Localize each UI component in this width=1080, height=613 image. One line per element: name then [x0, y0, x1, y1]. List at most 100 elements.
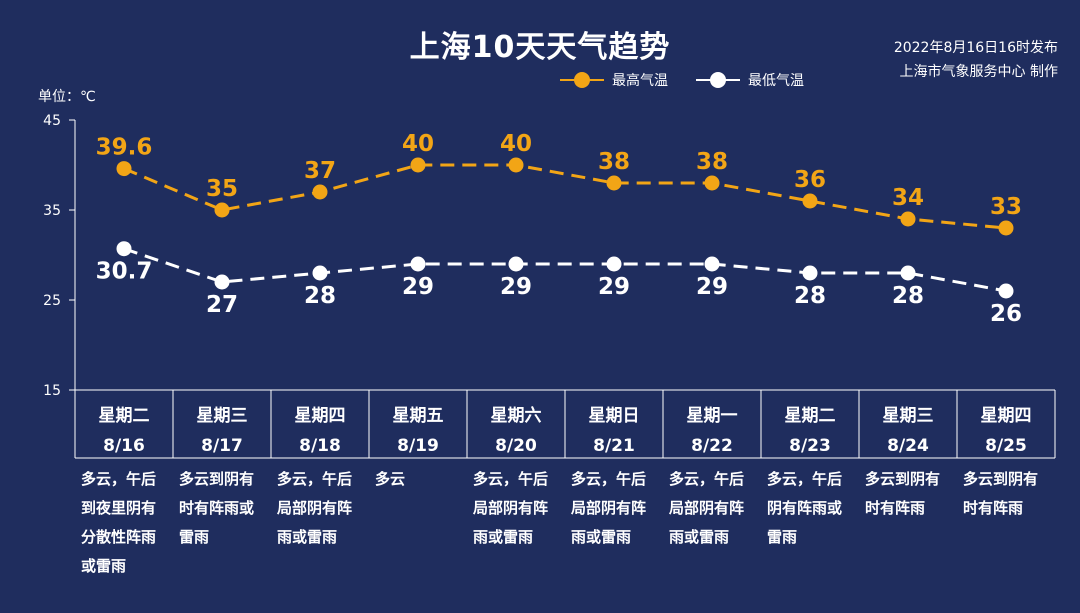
weather-description: 雷雨: [179, 528, 209, 546]
low-temp-data-label: 28: [892, 283, 924, 309]
high-temp-data-label: 39.6: [96, 135, 153, 161]
weekday-label: 星期二: [99, 406, 150, 426]
x-tick-label: 8/16: [103, 436, 145, 456]
y-tick-label: 35: [43, 203, 61, 219]
weekday-label: 星期四: [981, 406, 1032, 426]
publish-info: 2022年8月16日16时发布 上海市气象服务中心 制作: [894, 36, 1058, 84]
weekday-label: 星期四: [295, 406, 346, 426]
weather-description: 时有阵雨: [865, 499, 925, 517]
weather-description: 局部阴有阵: [472, 499, 548, 517]
high-temp-line: [123, 163, 1007, 230]
weather-description: 到夜里阴有: [81, 499, 156, 517]
unit-label: 单位：℃: [38, 89, 96, 105]
high-temp-data-label: 33: [990, 194, 1022, 220]
low-temp-point: [704, 256, 720, 272]
weather-description: 多云: [375, 470, 405, 488]
legend-high-swatch: [560, 72, 604, 88]
high-temp-data-label: 40: [402, 131, 434, 157]
legend-item-low: 最低气温: [696, 70, 804, 90]
low-temp-point: [998, 283, 1014, 299]
high-temp-data-label: 34: [892, 185, 924, 211]
weekday-label: 星期一: [687, 406, 738, 426]
publisher: 上海市气象服务中心 制作: [899, 64, 1058, 80]
y-tick-label: 15: [43, 383, 61, 399]
low-temp-point: [802, 265, 818, 281]
high-temp-point: [900, 211, 916, 227]
low-temp-point: [214, 274, 230, 290]
high-temp-point: [606, 175, 622, 191]
weather-description: 雨或雷雨: [571, 528, 631, 546]
high-temp-point: [312, 184, 328, 200]
weekday-label: 星期日: [589, 406, 640, 426]
high-temp-point: [998, 220, 1014, 236]
weather-description: 多云到阴有: [963, 470, 1038, 488]
weather-description: 雨或雷雨: [669, 528, 729, 546]
high-temp-point: [802, 193, 818, 209]
x-tick-label: 8/20: [495, 436, 537, 456]
y-tick-label: 45: [43, 113, 61, 129]
high-temp-data-label: 36: [794, 167, 826, 193]
low-temp-data-label: 29: [696, 274, 728, 300]
high-temp-data-label: 38: [598, 149, 630, 175]
weather-description: 局部阴有阵: [668, 499, 744, 517]
low-temp-point: [312, 265, 328, 281]
weather-description: 时有阵雨: [963, 499, 1023, 517]
legend-low-label: 最低气温: [748, 73, 804, 89]
legend: 最高气温 最低气温: [560, 70, 804, 90]
weekday-label: 星期三: [197, 406, 248, 426]
weather-description: 多云，午后: [81, 470, 156, 488]
x-tick-label: 8/19: [397, 436, 439, 456]
low-temp-data-label: 28: [304, 283, 336, 309]
weather-description: 多云，午后: [473, 470, 548, 488]
weather-description: 局部阴有阵: [276, 499, 352, 517]
y-tick-label: 25: [43, 293, 61, 309]
high-temp-data-label: 38: [696, 149, 728, 175]
legend-low-swatch: [696, 72, 740, 88]
weather-description: 雨或雷雨: [277, 528, 337, 546]
weather-description: 雨或雷雨: [473, 528, 533, 546]
weather-description: 或雷雨: [81, 557, 126, 575]
weather-description: 多云，午后: [277, 470, 352, 488]
low-temp-point: [410, 256, 426, 272]
high-temp-point: [214, 202, 230, 218]
low-temp-data-label: 29: [402, 274, 434, 300]
low-temp-data-label: 29: [598, 274, 630, 300]
low-temp-point: [116, 241, 132, 257]
weather-description: 多云，午后: [767, 470, 842, 488]
weekday-label: 星期五: [393, 406, 444, 426]
weather-description: 雷雨: [767, 528, 797, 546]
high-temp-data-label: 35: [206, 176, 238, 202]
low-temp-data-label: 28: [794, 283, 826, 309]
x-tick-label: 8/21: [593, 436, 635, 456]
low-temp-data-label: 26: [990, 301, 1022, 327]
low-temp-point: [508, 256, 524, 272]
weather-description: 时有阵雨或: [179, 499, 254, 517]
low-temp-data-label: 29: [500, 274, 532, 300]
low-temp-data-label: 27: [206, 292, 238, 318]
high-temp-data-label: 40: [500, 131, 532, 157]
high-temp-point: [410, 157, 426, 173]
weekday-label: 星期二: [785, 406, 836, 426]
weather-description: 多云，午后: [669, 470, 744, 488]
low-temp-data-label: 30.7: [96, 259, 153, 285]
x-tick-label: 8/25: [985, 436, 1027, 456]
weather-description: 多云到阴有: [865, 470, 940, 488]
weather-description: 多云，午后: [571, 470, 646, 488]
x-tick-label: 8/18: [299, 436, 341, 456]
x-tick-label: 8/24: [887, 436, 929, 456]
x-tick-label: 8/17: [201, 436, 243, 456]
low-temp-point: [900, 265, 916, 281]
weather-description: 阴有阵雨或: [767, 499, 842, 517]
weather-description: 局部阴有阵: [570, 499, 646, 517]
weekday-label: 星期三: [883, 406, 934, 426]
x-tick-label: 8/23: [789, 436, 831, 456]
x-tick-label: 8/22: [691, 436, 733, 456]
high-temp-point: [508, 157, 524, 173]
high-temp-data-label: 37: [304, 158, 336, 184]
weather-description: 分散性阵雨: [81, 528, 156, 546]
weekday-label: 星期六: [491, 405, 542, 426]
low-temp-line: [123, 247, 1007, 293]
publish-date: 2022年8月16日16时发布: [893, 40, 1058, 56]
legend-item-high: 最高气温: [560, 70, 668, 90]
